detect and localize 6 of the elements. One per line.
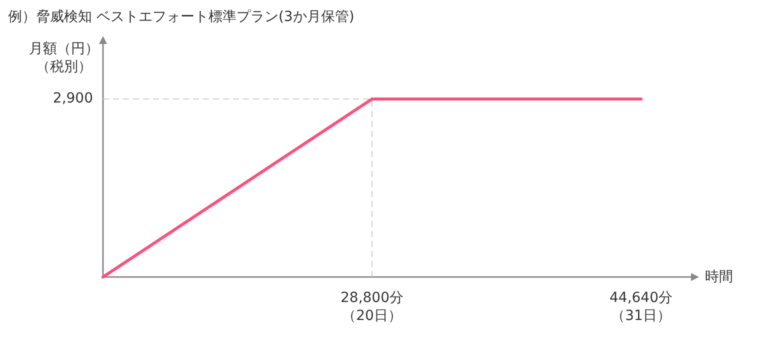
x-tick-label: 44,640分（31日） (608, 289, 674, 325)
y-axis-title: 月額（円）（税別） (28, 40, 100, 76)
text: 2,900 (52, 90, 93, 107)
x-tick-label: 28,800分（20日） (340, 289, 404, 325)
x-axis-title: 時間 (705, 268, 733, 286)
chart-title: 例）脅威検知 ベストエフォート標準プラン(3か月保管) (8, 8, 354, 26)
